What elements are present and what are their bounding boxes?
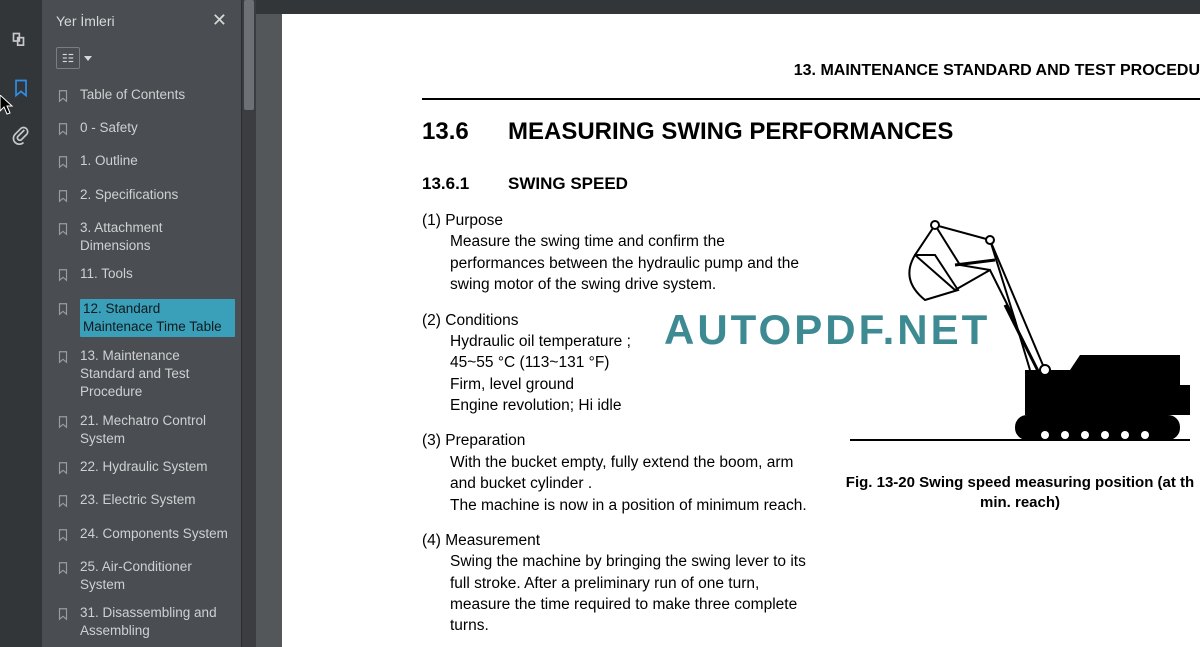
caption-line: Fig. 13-20 Swing speed measuring positio…	[846, 474, 1194, 491]
paragraph-conditions: (2) Conditions Hydraulic oil temperature…	[422, 310, 816, 417]
subsection-title: SWING SPEED	[508, 174, 628, 193]
bookmark-label: 0 - Safety	[80, 119, 235, 137]
para-body: Swing the machine by bringing the swing …	[422, 551, 816, 637]
subsection-number: 13.6.1	[422, 174, 508, 194]
paragraph-purpose: (1) Purpose Measure the swing time and c…	[422, 210, 816, 296]
panel-toolbar	[42, 41, 241, 79]
bookmark-item[interactable]: 1. Outline	[56, 147, 241, 180]
bookmark-item[interactable]: 13. Maintenance Standard and Test Proced…	[56, 342, 241, 407]
bookmark-icon	[56, 267, 72, 288]
para-head: (4) Measurement	[422, 530, 816, 551]
bookmark-icon	[56, 88, 72, 109]
bookmark-icon	[56, 560, 72, 581]
header-rule	[422, 98, 1200, 100]
bookmark-label: 23. Electric System	[80, 491, 235, 509]
bookmark-icon	[56, 606, 72, 627]
bookmark-icon	[56, 349, 72, 370]
bookmark-item[interactable]: 3. Attachment Dimensions	[56, 214, 241, 260]
panel-scrollbar[interactable]	[242, 0, 256, 647]
toolbar-hint	[256, 0, 1200, 14]
running-header: 13. MAINTENANCE STANDARD AND TEST PROCED…	[422, 62, 1200, 80]
bookmark-item[interactable]: 0 - Safety	[56, 114, 241, 147]
bookmark-item[interactable]: 12. Standard Maintenace Time Table	[56, 294, 241, 342]
bookmark-label: 25. Air-Conditioner System	[80, 558, 235, 594]
figure-caption: Fig. 13-20 Swing speed measuring positio…	[840, 473, 1200, 514]
para-head: (1) Purpose	[422, 210, 816, 231]
bookmark-icon	[56, 301, 72, 322]
close-icon[interactable]: ✕	[212, 10, 227, 31]
bookmark-label: 2. Specifications	[80, 186, 235, 204]
bookmark-label: 3. Attachment Dimensions	[80, 219, 235, 255]
bookmark-item[interactable]: 25. Air-Conditioner System	[56, 553, 241, 599]
chevron-down-icon[interactable]	[84, 56, 92, 61]
bookmark-item[interactable]: 22. Hydraulic System	[56, 453, 241, 486]
text-column: (1) Purpose Measure the swing time and c…	[422, 210, 816, 647]
excavator-figure	[840, 210, 1200, 460]
bookmark-icon	[56, 527, 72, 548]
bookmark-item[interactable]: 21. Mechatro Control System	[56, 407, 241, 453]
bookmark-item[interactable]: 31. Disassembling and Assembling	[56, 599, 241, 645]
figure-column: Fig. 13-20 Swing speed measuring positio…	[840, 210, 1200, 647]
para-body: With the bucket empty, fully extend the …	[422, 452, 816, 516]
bookmark-label: 22. Hydraulic System	[80, 458, 235, 476]
para-head: (3) Preparation	[422, 430, 816, 451]
section-heading: 13.6MEASURING SWING PERFORMANCES	[422, 118, 1200, 146]
bookmark-label: 21. Mechatro Control System	[80, 412, 235, 448]
bookmark-icon	[56, 121, 72, 142]
para-body-line: Engine revolution; Hi idle	[422, 395, 816, 416]
bookmark-label: Table of Contents	[80, 86, 235, 104]
bookmark-label: 31. Disassembling and Assembling	[80, 604, 235, 640]
section-number: 13.6	[422, 118, 508, 146]
bookmark-label: 24. Components System	[80, 525, 235, 543]
bookmark-item[interactable]: 11. Tools	[56, 260, 241, 293]
panel-header: Yer İmleri ✕	[42, 0, 241, 41]
panel-title: Yer İmleri	[56, 13, 115, 29]
cursor-pointer	[0, 95, 16, 117]
para-body-line: Firm, level ground	[422, 374, 816, 395]
bookmark-label: 11. Tools	[80, 265, 235, 283]
bookmark-icon	[56, 188, 72, 209]
bookmark-item[interactable]: Table of Contents	[56, 81, 241, 114]
bookmark-icon	[56, 460, 72, 481]
options-button[interactable]	[56, 47, 80, 69]
bookmark-label: 13. Maintenance Standard and Test Proced…	[80, 347, 235, 402]
paragraph-measurement: (4) Measurement Swing the machine by bri…	[422, 530, 816, 637]
para-body-line: 45~55 °C (113~131 °F)	[422, 352, 816, 373]
page: AUTOPDF.NET 13. MAINTENANCE STANDARD AND…	[282, 14, 1200, 647]
bookmark-label: 1. Outline	[80, 152, 235, 170]
bookmark-list: Table of Contents 0 - Safety 1. Outline 2. …	[42, 79, 241, 647]
section-title: MEASURING SWING PERFORMANCES	[508, 118, 953, 145]
bookmark-icon	[56, 493, 72, 514]
bookmark-icon	[56, 221, 72, 242]
caption-line: min. reach)	[980, 494, 1060, 511]
paragraph-preparation: (3) Preparation With the bucket empty, f…	[422, 430, 816, 516]
subsection-heading: 13.6.1SWING SPEED	[422, 174, 1200, 194]
bookmark-item[interactable]: 2. Specifications	[56, 181, 241, 214]
bookmark-icon	[56, 414, 72, 435]
para-body-line: Hydraulic oil temperature ;	[422, 331, 816, 352]
bookmark-label: 12. Standard Maintenace Time Table	[80, 299, 235, 337]
para-body: Measure the swing time and confirm the p…	[422, 231, 816, 295]
bookmark-icon	[56, 154, 72, 175]
para-head: (2) Conditions	[422, 310, 816, 331]
attachments-icon[interactable]	[10, 124, 32, 146]
bookmark-item[interactable]: 24. Components System	[56, 520, 241, 553]
document-viewport: AUTOPDF.NET 13. MAINTENANCE STANDARD AND…	[256, 0, 1200, 647]
bookmarks-panel: Yer İmleri ✕ Table of Contents 0 - Safety…	[42, 0, 242, 647]
scrollbar-thumb[interactable]	[244, 0, 254, 110]
thumbnails-icon[interactable]	[10, 30, 32, 52]
bookmark-item[interactable]: 23. Electric System	[56, 486, 241, 519]
